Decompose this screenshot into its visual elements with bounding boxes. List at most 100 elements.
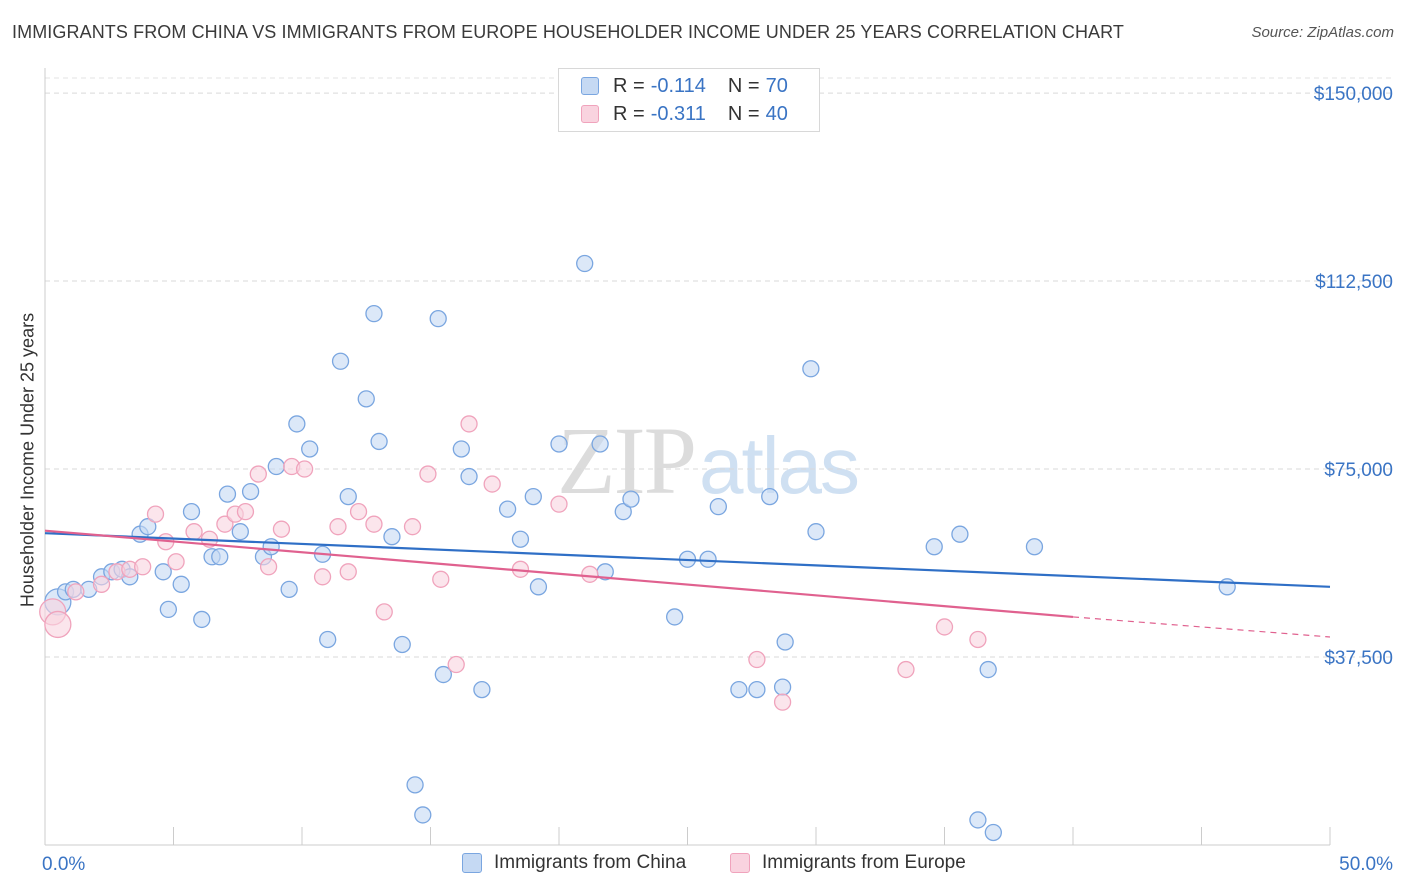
china-point — [730, 680, 748, 699]
x-tick-label-left: 0.0% — [42, 854, 85, 875]
china-point — [280, 580, 298, 598]
china-point — [339, 487, 357, 506]
europe-point — [146, 505, 165, 523]
legend-n-label: N = — [727, 102, 760, 125]
europe-point — [432, 570, 450, 588]
china-point — [622, 490, 640, 508]
europe-point — [748, 650, 766, 669]
china-point — [241, 482, 260, 501]
europe-trend-line-extension — [1072, 616, 1331, 638]
europe-point — [259, 558, 278, 576]
europe-point — [134, 558, 152, 576]
europe-point — [185, 523, 203, 541]
china-point — [139, 518, 157, 536]
china-point — [331, 352, 350, 370]
y-tick-label: $112,500 — [1315, 272, 1393, 293]
china-point — [807, 523, 825, 541]
china-point — [182, 502, 201, 521]
china-point — [802, 360, 820, 378]
europe-point — [216, 515, 234, 533]
china-point — [365, 304, 383, 323]
y-tick-label: $37,500 — [1324, 648, 1393, 669]
europe-point — [969, 630, 987, 649]
europe-point — [236, 502, 255, 521]
china-point — [301, 440, 319, 458]
europe-point — [419, 465, 437, 483]
china-point — [429, 309, 447, 328]
europe-point — [67, 583, 85, 601]
china-point — [776, 633, 794, 651]
china-point — [357, 390, 375, 408]
china-point — [154, 563, 172, 581]
china-point — [393, 635, 411, 654]
china-point — [383, 528, 401, 546]
china-point — [511, 530, 530, 548]
bottom-legend-label-china: Immigrants from China — [494, 852, 687, 873]
europe-point — [550, 495, 568, 513]
europe-point — [167, 553, 185, 571]
china-point — [406, 776, 424, 794]
china-point — [452, 440, 470, 458]
bottom-legend-china: Immigrants from China — [462, 852, 686, 874]
china-point — [319, 630, 337, 649]
china-point — [576, 254, 594, 273]
china-point — [218, 485, 237, 503]
chart-title: IMMIGRANTS FROM CHINA VS IMMIGRANTS FROM… — [12, 22, 1125, 42]
bottom-legend-swatch-china — [462, 853, 482, 873]
europe-point — [349, 502, 368, 521]
europe-point — [403, 518, 422, 536]
europe-point — [249, 465, 267, 483]
europe-point — [460, 415, 478, 433]
china-point — [172, 575, 190, 593]
china-point — [159, 600, 178, 619]
bottom-legend-label-europe: Immigrants from Europe — [762, 852, 966, 873]
china-point — [666, 608, 684, 626]
china-point — [288, 415, 306, 433]
legend: R = -0.114 N = 70 R = -0.311 N = 40 — [558, 68, 820, 132]
china-point — [951, 525, 969, 543]
europe-point — [897, 660, 915, 679]
bottom-legend-swatch-europe — [730, 853, 750, 873]
china-point — [193, 610, 211, 629]
europe-point — [773, 693, 792, 711]
china-point — [262, 538, 280, 556]
china-point — [925, 538, 943, 556]
china-point — [709, 497, 727, 516]
europe-point — [365, 515, 383, 533]
china-point — [211, 548, 229, 566]
europe-point — [447, 655, 465, 674]
legend-n-value: 40 — [765, 102, 788, 125]
china-point — [460, 467, 478, 486]
europe-trend-line — [44, 529, 1074, 619]
legend-swatch-china — [581, 77, 599, 95]
europe-point — [581, 565, 599, 583]
china-point — [414, 806, 432, 824]
legend-row-europe: R = -0.311 N = 40 — [581, 101, 788, 127]
china-point — [761, 487, 779, 506]
europe-point — [483, 475, 501, 493]
china-point — [498, 500, 517, 518]
bottom-legend: Immigrants from China Immigrants from Eu… — [0, 852, 1406, 878]
china-point — [529, 578, 548, 596]
europe-point — [92, 575, 111, 593]
china-point — [969, 811, 987, 829]
legend-r-value: -0.311 — [650, 102, 706, 125]
china-point — [614, 502, 632, 521]
x-tick-label-right: 50.0% — [1339, 854, 1393, 875]
europe-point — [329, 518, 347, 536]
china-point — [984, 823, 1002, 842]
legend-r-value: -0.114 — [650, 74, 706, 97]
china-trend-line — [44, 532, 1331, 588]
y-tick-label: $75,000 — [1324, 460, 1393, 481]
bottom-legend-europe: Immigrants from Europe — [730, 852, 966, 874]
china-point — [773, 678, 792, 696]
europe-point — [44, 610, 72, 639]
china-point — [699, 550, 717, 568]
europe-point — [339, 563, 357, 581]
china-point — [524, 487, 542, 506]
china-point — [591, 435, 609, 453]
china-point — [748, 680, 766, 699]
china-point — [1025, 538, 1044, 556]
legend-n-label: N = — [727, 74, 760, 97]
